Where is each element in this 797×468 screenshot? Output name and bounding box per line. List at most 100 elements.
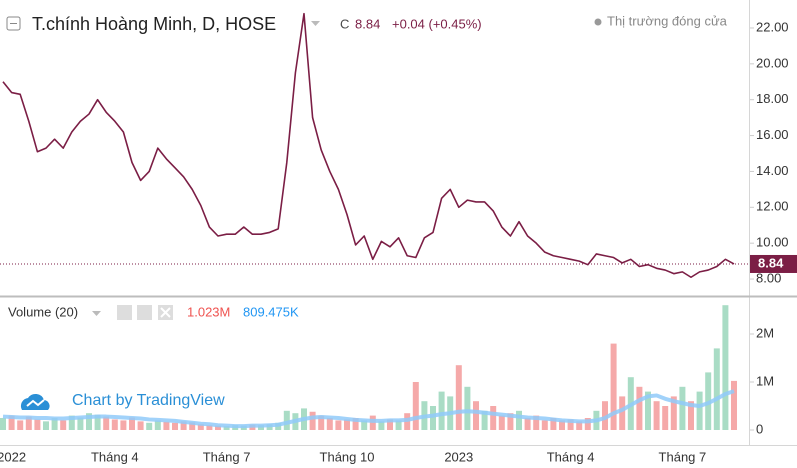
- volume-bar: [51, 418, 58, 430]
- volume-bar: [473, 401, 479, 430]
- volume-bar: [215, 425, 221, 430]
- volume-bar: [662, 406, 669, 430]
- x-tick-label: Tháng 7: [203, 449, 251, 464]
- volume-bar: [180, 421, 187, 430]
- eye-button[interactable]: [117, 305, 132, 320]
- volume-bar: [103, 416, 110, 430]
- volume-bar: [576, 421, 583, 430]
- volume-bar: [43, 421, 49, 430]
- volume-bar: [619, 396, 626, 430]
- volume-bar: [670, 396, 677, 430]
- volume-tick-label: 1M: [756, 373, 774, 388]
- price-tick-label: 22.00: [756, 19, 789, 34]
- volume-bar: [25, 416, 32, 430]
- volume-bar: [412, 382, 419, 430]
- volume-bar: [688, 401, 694, 430]
- volume-bar: [653, 401, 660, 430]
- price-tick-label: 18.00: [756, 91, 789, 106]
- volume-bar: [610, 343, 617, 430]
- dropdown-arrow[interactable]: [311, 21, 320, 26]
- price-tick-label: 20.00: [756, 55, 789, 70]
- volume-bar: [602, 401, 608, 430]
- volume-bar: [335, 420, 342, 430]
- volume-bar: [507, 413, 514, 430]
- volume-bar: [8, 415, 15, 430]
- volume-bar: [378, 421, 385, 430]
- volume-bar: [481, 410, 488, 430]
- volume-bar: [17, 420, 24, 430]
- market-status: Thị trường đóng cửa: [607, 13, 728, 28]
- volume-bar: [137, 421, 144, 430]
- volume-bar: [567, 419, 574, 430]
- volume-bar: [679, 386, 686, 430]
- volume-dropdown[interactable]: [92, 311, 101, 316]
- volume-bar: [318, 415, 325, 430]
- settings-button[interactable]: [137, 305, 152, 320]
- volume-bar: [0, 418, 6, 430]
- volume-bar: [722, 305, 729, 430]
- x-tick-label: Tháng 10: [320, 449, 375, 464]
- x-tick-label: 2023: [444, 449, 473, 464]
- volume-bar: [541, 420, 548, 430]
- volume-bar: [34, 419, 41, 430]
- volume-bar: [490, 406, 497, 430]
- volume-bar: [498, 415, 505, 430]
- status-dot: [594, 18, 602, 26]
- volume-bar: [283, 410, 290, 430]
- price-tick-label: 14.00: [756, 163, 789, 178]
- volume-bar: [696, 391, 703, 430]
- volume-tick-label: 0: [756, 421, 763, 436]
- close-label: C: [340, 16, 349, 31]
- x-tick-label: Tháng 7: [659, 449, 707, 464]
- volume-bar: [636, 386, 643, 430]
- price-tick-label: 10.00: [756, 235, 789, 250]
- x-tick-label: Tháng 4: [547, 449, 595, 464]
- price-tick-label: 12.00: [756, 199, 789, 214]
- x-tick-label: 2022: [0, 449, 26, 464]
- symbol-title[interactable]: T.chính Hoàng Minh, D, HOSE: [32, 14, 276, 34]
- volume-bar: [154, 420, 161, 430]
- volume-bar: [344, 419, 350, 430]
- volume-bar: [309, 411, 316, 430]
- price-line: [2, 12, 735, 279]
- volume-bar: [516, 410, 522, 430]
- volume-bar: [60, 420, 67, 430]
- volume-bar: [559, 420, 565, 430]
- volume-tick-label: 2M: [756, 325, 774, 340]
- change: +0.04 (+0.45%): [392, 16, 482, 31]
- volume-bar: [163, 421, 170, 430]
- ma-readout: 809.475K: [243, 304, 299, 319]
- volume-bar: [645, 391, 651, 430]
- watermark[interactable]: Chart by TradingView: [72, 392, 225, 409]
- price-tick-label: 16.00: [756, 127, 789, 142]
- volume-bar: [395, 420, 402, 430]
- last-price-label: 8.84: [758, 255, 784, 270]
- volume-bar: [731, 380, 737, 430]
- volume-bar: [533, 415, 540, 430]
- tv-logo-mark: [26, 399, 45, 407]
- symbol-icon[interactable]: [6, 16, 21, 31]
- volume-bar: [713, 348, 720, 430]
- volume-bar: [361, 420, 368, 430]
- volume-bar: [352, 418, 359, 430]
- remove-icon: [160, 307, 171, 318]
- x-tick-label: Tháng 4: [91, 449, 139, 464]
- price-tick-label: 8.00: [756, 270, 781, 285]
- volume-bar: [111, 419, 118, 430]
- volume-bar: [86, 413, 92, 430]
- volume-bar: [438, 391, 445, 430]
- volume-bar: [455, 365, 462, 430]
- volume-bar: [172, 422, 178, 430]
- volume-bar: [430, 406, 436, 430]
- volume-bar: [524, 418, 531, 430]
- volume-bar: [189, 422, 196, 430]
- volume-bar: [120, 420, 127, 430]
- volume-bar: [584, 418, 591, 430]
- volume-bar: [550, 418, 557, 430]
- volume-bar: [223, 426, 230, 430]
- volume-bar: [464, 386, 471, 430]
- volume-readout: 1.023M: [187, 304, 230, 319]
- last-price-badge: [750, 254, 797, 273]
